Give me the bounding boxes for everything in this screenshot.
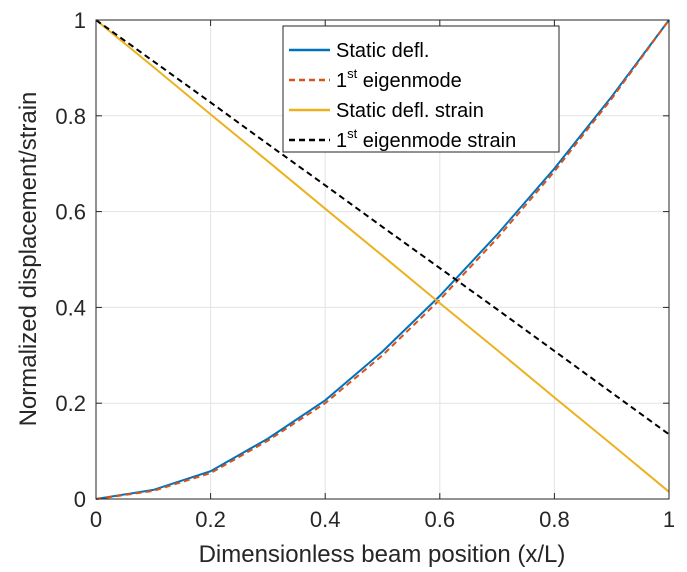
x-tick-label: 0.2 xyxy=(195,507,226,532)
y-tick-label: 0.2 xyxy=(55,391,86,416)
x-axis-label: Dimensionless beam position (x/L) xyxy=(199,541,566,568)
series-line xyxy=(95,19,670,493)
y-tick-label: 0.4 xyxy=(55,295,86,320)
y-tick-label: 0.6 xyxy=(55,200,86,225)
legend-label: 1st eigenmode xyxy=(336,66,462,92)
legend-label: 1st eigenmode strain xyxy=(336,126,516,152)
x-tick-label: 0.6 xyxy=(425,507,456,532)
x-tick-label: 1 xyxy=(663,507,675,532)
plot-frame xyxy=(95,19,670,500)
y-tick-label: 0 xyxy=(74,487,86,512)
x-tick-label: 0.8 xyxy=(539,507,570,532)
y-tick-label: 1 xyxy=(74,8,86,33)
tick-labels: 0 0.2 0.4 0.6 0.8 1 0 0.2 0.4 0.6 0.8 1 xyxy=(55,8,675,532)
series-line xyxy=(95,19,670,436)
legend-label: Static defl. strain xyxy=(336,100,484,122)
series-line xyxy=(95,19,670,500)
legend-box xyxy=(282,25,560,153)
ticks xyxy=(95,19,670,500)
y-tick-label: 0.8 xyxy=(55,104,86,129)
series-group xyxy=(95,19,670,500)
x-tick-label: 0 xyxy=(90,507,102,532)
y-axis-label: Normalized displacement/strain xyxy=(15,92,42,427)
x-tick-label: 0.4 xyxy=(310,507,341,532)
legend-label: Static defl. xyxy=(336,40,429,62)
legend: Static defl. 1st eigenmode Static defl. st… xyxy=(282,25,560,153)
